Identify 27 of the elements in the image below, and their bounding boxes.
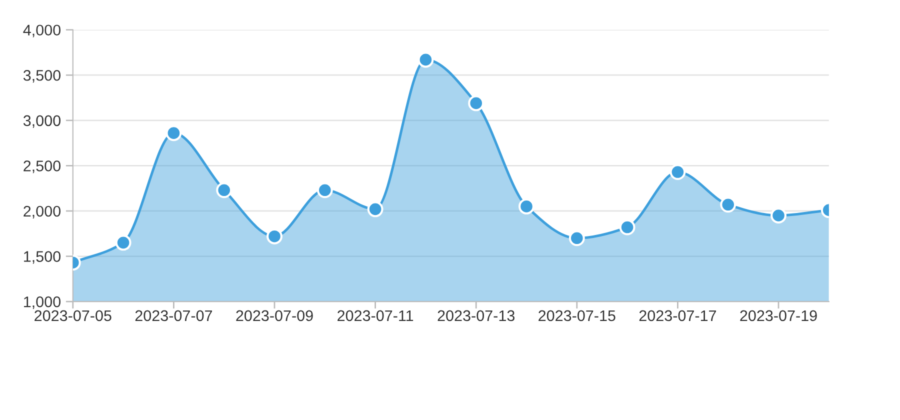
point — [367, 201, 384, 218]
x-tick-label: 2023-07-17 — [639, 310, 716, 322]
y-tick-label: 4,000 — [23, 24, 60, 38]
point — [316, 182, 333, 198]
x-tick-label: 2023-07-09 — [236, 310, 313, 322]
y-tick-label: 2,500 — [24, 160, 60, 174]
point — [619, 219, 636, 236]
point — [418, 52, 434, 68]
y-tick-label: 3,500 — [23, 70, 60, 83]
point — [568, 230, 585, 246]
y-tick-label: 1,500 — [24, 251, 60, 264]
y-tick-label: 1,000 — [24, 296, 60, 310]
point — [770, 208, 786, 224]
point — [115, 234, 132, 251]
point — [216, 182, 232, 198]
point — [670, 164, 686, 180]
x-tick-label: 2023-07-19 — [740, 310, 817, 322]
point — [720, 196, 736, 213]
x-tick-label: 2023-07-13 — [438, 310, 515, 322]
point — [518, 198, 534, 214]
x-tick-label: 2023-07-07 — [135, 310, 212, 322]
x-tick-label: 2023-07-11 — [338, 310, 414, 322]
y-tick-label: 2,000 — [24, 206, 60, 218]
x-tick-label: 2023-07-15 — [538, 310, 616, 322]
y-tick-label: 3,000 — [23, 115, 60, 128]
x-tick-label: 2023-07-05 — [34, 310, 112, 322]
point — [166, 125, 182, 142]
